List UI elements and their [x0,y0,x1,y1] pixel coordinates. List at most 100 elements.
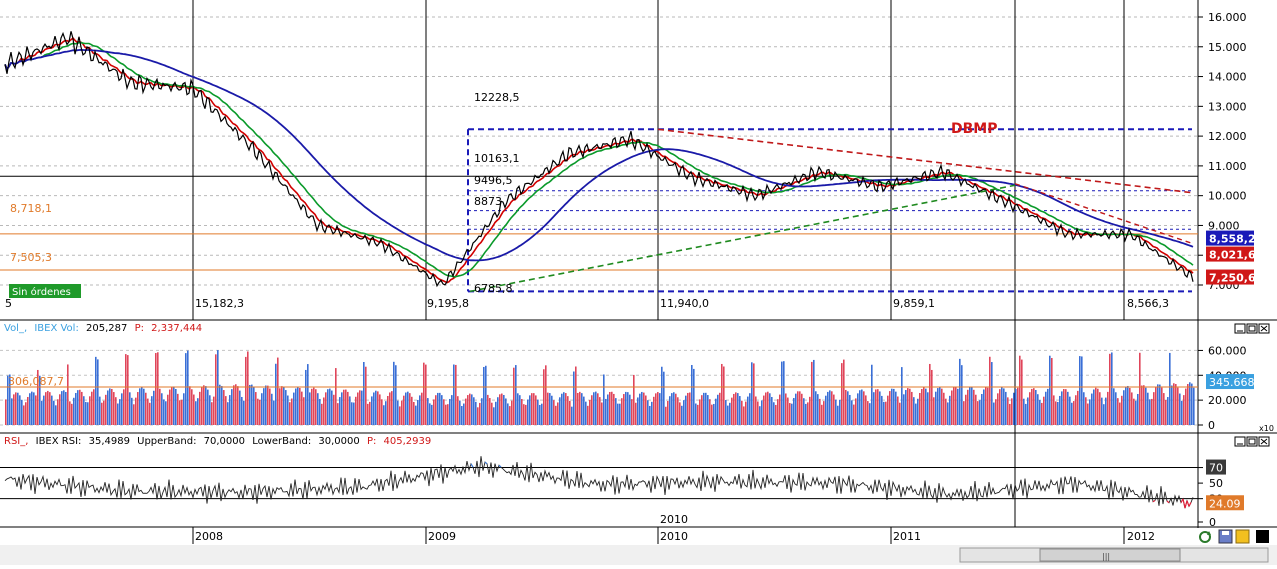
volume-bar [737,393,739,425]
volume-bar [925,388,927,425]
volume-bar [557,402,559,425]
rsi-header: RSI_, IBEX RSI: 35,4989 UpperBand: 70,00… [4,436,431,447]
volume-bar [245,356,247,425]
volume-bar [833,394,835,425]
volume-bar [885,401,887,425]
volume-bar [1173,383,1175,425]
refresh-icon[interactable] [1199,531,1211,543]
volume-bar [235,384,237,425]
volume-bar [533,393,535,425]
volume-bar [203,385,205,425]
volume-bar [995,399,997,425]
volume-bar [277,357,279,425]
volume-bar [227,402,229,425]
volume-bar [905,390,907,425]
volume-bar [481,398,483,425]
volume-bar [305,369,307,425]
volume-bar [887,395,889,425]
volume-bar [681,405,683,425]
orders-badge[interactable]: Sin órdenes [12,286,71,298]
volume-bar [1015,389,1017,425]
volume-bar [897,396,899,425]
volume-bar [45,392,47,425]
volume-bar [665,406,667,425]
volume-bar [369,401,371,425]
volume-bar [1065,389,1067,425]
volume-bar [103,400,105,425]
volume-bar [739,396,741,425]
volume-bar [343,389,345,425]
price-line [4,31,1194,288]
maximize-icon [1248,438,1256,445]
volume-bar [677,397,679,425]
volume-bar [893,388,895,425]
volume-bar [1111,352,1113,425]
rsi-minimize-button[interactable] [1234,436,1246,447]
volume-bar [37,369,39,425]
volume-bar [187,350,189,425]
stop-icon[interactable] [1256,530,1269,543]
volume-bar [61,391,63,425]
volume-bar [485,365,487,425]
volume-bar [361,390,363,425]
volume-bar [581,393,583,425]
volume-axis-label: 60.000 [1208,344,1247,357]
volume-bar [1187,384,1189,425]
chart-labels: 8,558,2 8,021,6 7,250,6 345.668 24.09 [1206,230,1256,511]
volume-bar [789,403,791,425]
volume-bar [47,390,49,425]
volume-bar [437,392,439,425]
volume-bar [569,400,571,425]
volume-bar [177,393,179,425]
volume-bar [895,391,897,425]
volume-bar [671,393,673,425]
volume-bar [1025,403,1027,425]
volume-bar [687,392,689,425]
short-resistance-line [1014,183,1193,244]
rsi-maximize-button[interactable] [1246,436,1258,447]
volume-bar [35,395,37,425]
volume-bar [837,405,839,425]
volume-bar [283,386,285,425]
volume-bar [293,392,295,425]
volume-bar [479,402,481,425]
volume-bar [583,396,585,425]
volume-bar [499,394,501,425]
volume-bar [1145,387,1147,425]
volume-bar [835,399,837,425]
rsi-overbought-segment [484,461,488,465]
volume-bar [781,361,783,425]
left-edge-label: 5 [5,297,12,310]
moving-average-mid [4,41,1194,278]
volume-bar [385,401,387,425]
volume-bar [931,369,933,425]
volume-bar [973,389,975,425]
volume-bar [307,364,309,425]
lock-icon[interactable] [1235,529,1250,544]
volume-bar [315,389,317,425]
volume-bar [469,393,471,425]
volume-bar [29,393,31,425]
volume-bar [303,397,305,425]
volume-bar [903,394,905,425]
volume-bar [405,392,407,425]
volume-bar [839,399,841,425]
volume-bar [793,397,795,425]
price-grid [0,16,1198,500]
volume-bar [1029,392,1031,425]
volume-minimize-button[interactable] [1234,323,1246,334]
scrollbar-thumb[interactable] [1039,548,1181,562]
volume-bar [363,361,365,425]
volume-bar [513,367,515,425]
volume-bar [237,386,239,425]
volume-bar [457,396,459,425]
volume-bar [255,392,257,425]
volume-bar [367,403,369,425]
volume-bar [229,395,231,425]
volume-bar [853,404,855,425]
volume-maximize-button[interactable] [1246,323,1258,334]
volume-bar [763,395,765,425]
volume-axis-label: 0 [1208,419,1215,432]
volume-bar [289,402,291,425]
volume-bar [757,401,759,425]
